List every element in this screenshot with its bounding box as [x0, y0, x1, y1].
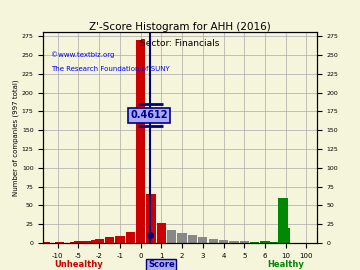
Bar — [273, 242, 283, 243]
Bar — [167, 230, 176, 243]
Bar — [157, 223, 166, 243]
Bar — [55, 242, 64, 243]
Bar — [260, 241, 270, 243]
Y-axis label: Number of companies (997 total): Number of companies (997 total) — [12, 79, 19, 196]
Text: Score: Score — [148, 260, 175, 269]
Bar — [250, 242, 259, 243]
Bar — [188, 235, 197, 243]
Bar — [91, 240, 100, 243]
Bar — [240, 241, 249, 243]
Bar — [69, 242, 79, 243]
Text: Healthy: Healthy — [267, 260, 304, 269]
Bar — [94, 239, 104, 243]
Bar — [276, 242, 285, 243]
Text: Unhealthy: Unhealthy — [54, 260, 103, 269]
Bar — [208, 239, 218, 243]
Bar — [41, 242, 50, 243]
Bar — [266, 242, 275, 243]
Bar — [146, 194, 156, 243]
Bar — [198, 237, 207, 243]
Bar — [84, 242, 94, 243]
Bar — [105, 237, 114, 243]
Bar — [281, 228, 291, 243]
Bar — [268, 242, 278, 243]
Bar — [74, 241, 83, 243]
Bar — [136, 40, 145, 243]
Bar — [126, 232, 135, 243]
Text: ©www.textbiz.org: ©www.textbiz.org — [51, 51, 115, 58]
Bar — [77, 242, 86, 243]
Bar — [281, 232, 291, 243]
Bar — [177, 233, 187, 243]
Text: The Research Foundation of SUNY: The Research Foundation of SUNY — [51, 66, 170, 72]
Title: Z'-Score Histogram for AHH (2016): Z'-Score Histogram for AHH (2016) — [89, 22, 271, 32]
Bar — [263, 242, 272, 243]
Bar — [219, 240, 228, 243]
Bar — [81, 241, 90, 243]
Bar — [115, 236, 125, 243]
Bar — [87, 241, 97, 243]
Bar — [229, 241, 239, 243]
Bar — [278, 198, 288, 243]
Bar — [271, 242, 280, 243]
Text: Sector: Financials: Sector: Financials — [140, 39, 220, 48]
Text: 0.4612: 0.4612 — [130, 110, 168, 120]
